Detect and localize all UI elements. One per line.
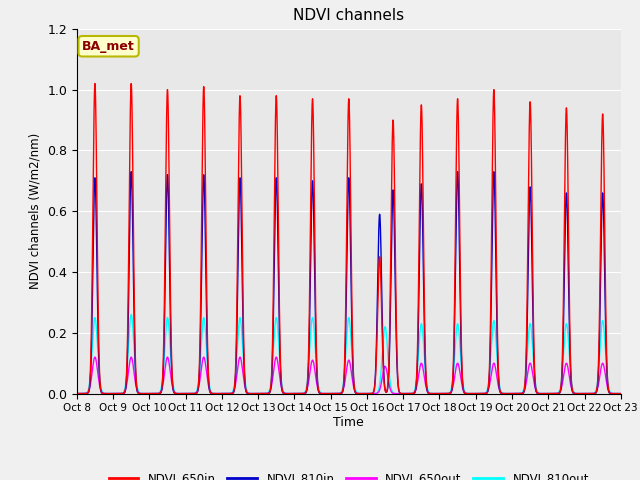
NDVI_650in xyxy=(617,391,625,396)
NDVI_810in xyxy=(73,391,81,396)
Y-axis label: NDVI channels (W/m2/nm): NDVI channels (W/m2/nm) xyxy=(29,133,42,289)
NDVI_810in xyxy=(617,391,625,396)
NDVI_650out xyxy=(617,391,625,396)
NDVI_810out xyxy=(615,391,623,396)
Line: NDVI_810out: NDVI_810out xyxy=(77,314,621,394)
NDVI_650out xyxy=(424,389,431,395)
NDVI_810in xyxy=(184,391,191,396)
Title: NDVI channels: NDVI channels xyxy=(293,9,404,24)
Line: NDVI_810in: NDVI_810in xyxy=(77,172,621,394)
NDVI_810in xyxy=(276,368,284,374)
NDVI_810out xyxy=(127,312,135,317)
NDVI_650in xyxy=(73,391,81,396)
NDVI_650in xyxy=(189,391,197,396)
NDVI_650in xyxy=(91,81,99,86)
NDVI_650out xyxy=(189,391,197,396)
NDVI_810in xyxy=(615,391,623,396)
X-axis label: Time: Time xyxy=(333,416,364,429)
NDVI_810out xyxy=(276,368,284,374)
NDVI_810in xyxy=(189,391,197,396)
Text: BA_met: BA_met xyxy=(82,40,135,53)
NDVI_650in xyxy=(615,391,623,396)
NDVI_810out xyxy=(617,391,625,396)
Legend: NDVI_650in, NDVI_810in, NDVI_650out, NDVI_810out: NDVI_650in, NDVI_810in, NDVI_650out, NDV… xyxy=(104,468,594,480)
NDVI_810out xyxy=(189,391,197,396)
NDVI_650out xyxy=(276,380,284,385)
NDVI_650out xyxy=(91,354,99,360)
NDVI_810in xyxy=(501,391,509,396)
NDVI_650in xyxy=(276,360,284,365)
NDVI_810out xyxy=(501,391,509,396)
NDVI_810out xyxy=(73,391,81,396)
NDVI_650out xyxy=(501,391,509,396)
NDVI_650in xyxy=(184,391,191,396)
NDVI_650in xyxy=(501,391,509,396)
Line: NDVI_650out: NDVI_650out xyxy=(77,357,621,394)
NDVI_810out xyxy=(184,391,191,396)
Line: NDVI_650in: NDVI_650in xyxy=(77,84,621,394)
NDVI_650out xyxy=(615,391,623,396)
NDVI_810in xyxy=(424,390,431,396)
NDVI_650in xyxy=(424,389,431,395)
NDVI_810out xyxy=(424,387,431,393)
NDVI_810in xyxy=(127,169,135,175)
NDVI_650out xyxy=(184,391,191,396)
NDVI_650out xyxy=(73,391,81,396)
